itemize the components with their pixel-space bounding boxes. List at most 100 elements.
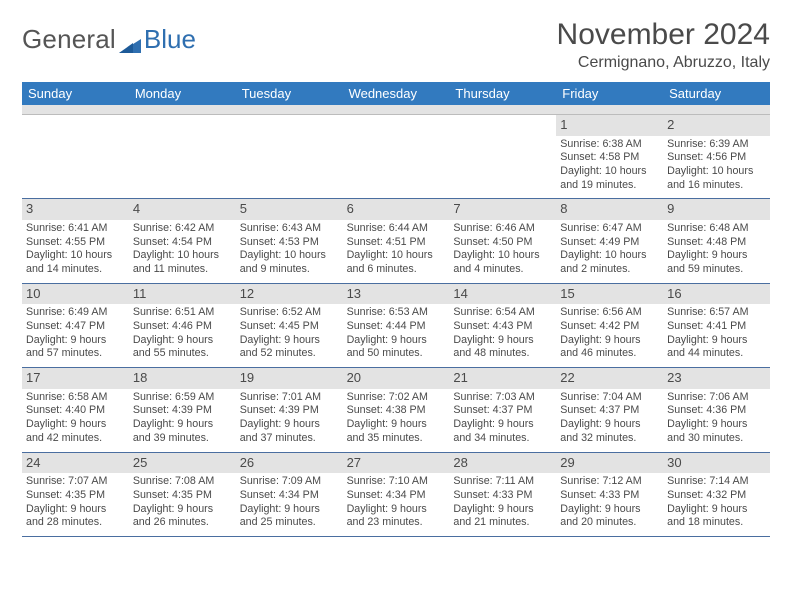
sunrise-line: Sunrise: 6:52 AM <box>240 306 339 320</box>
day-number: 12 <box>236 284 343 305</box>
day-cell: 9Sunrise: 6:48 AMSunset: 4:48 PMDaylight… <box>663 199 770 283</box>
sunset-line: Sunset: 4:33 PM <box>453 489 552 503</box>
daylight-line: Daylight: 9 hours and 50 minutes. <box>347 334 446 361</box>
day-number: 20 <box>343 368 450 389</box>
title-block: November 2024 Cermignano, Abruzzo, Italy <box>557 18 770 72</box>
day-number: 17 <box>22 368 129 389</box>
sunset-line: Sunset: 4:43 PM <box>453 320 552 334</box>
day-cell: 8Sunrise: 6:47 AMSunset: 4:49 PMDaylight… <box>556 199 663 283</box>
day-cell: 17 Sunrise: 6:58 AMSunset: 4:40 PMDayligh… <box>22 368 129 452</box>
day-number: 21 <box>449 368 556 389</box>
sunrise-line: Sunrise: 6:58 AM <box>26 391 125 405</box>
logo-text-blue: Blue <box>144 24 196 55</box>
daylight-line: Daylight: 9 hours and 42 minutes. <box>26 418 125 445</box>
day-cell: 4Sunrise: 6:42 AMSunset: 4:54 PMDaylight… <box>129 199 236 283</box>
sunset-line: Sunset: 4:49 PM <box>560 236 659 250</box>
header: General Blue November 2024 Cermignano, A… <box>22 18 770 72</box>
sunset-line: Sunset: 4:48 PM <box>667 236 766 250</box>
sunset-line: Sunset: 4:42 PM <box>560 320 659 334</box>
sunset-line: Sunset: 4:55 PM <box>26 236 125 250</box>
daylight-line: Daylight: 9 hours and 44 minutes. <box>667 334 766 361</box>
day-cell: 7Sunrise: 6:46 AMSunset: 4:50 PMDaylight… <box>449 199 556 283</box>
sunset-line: Sunset: 4:39 PM <box>133 404 232 418</box>
sunrise-line: Sunrise: 6:49 AM <box>26 306 125 320</box>
sunrise-line: Sunrise: 7:08 AM <box>133 475 232 489</box>
sunrise-line: Sunrise: 6:57 AM <box>667 306 766 320</box>
day-cell: 22Sunrise: 7:04 AMSunset: 4:37 PMDayligh… <box>556 368 663 452</box>
logo-text-general: General <box>22 24 116 55</box>
sunset-line: Sunset: 4:40 PM <box>26 404 125 418</box>
day-cell: 14Sunrise: 6:54 AMSunset: 4:43 PMDayligh… <box>449 284 556 368</box>
day-cell: 27Sunrise: 7:10 AMSunset: 4:34 PMDayligh… <box>343 453 450 537</box>
daylight-line: Daylight: 9 hours and 39 minutes. <box>133 418 232 445</box>
empty-cell <box>449 115 556 199</box>
day-number: 16 <box>663 284 770 305</box>
daylight-line: Daylight: 10 hours and 19 minutes. <box>560 165 659 192</box>
day-number: 11 <box>129 284 236 305</box>
sunrise-line: Sunrise: 7:07 AM <box>26 475 125 489</box>
sunrise-line: Sunrise: 7:02 AM <box>347 391 446 405</box>
sunset-line: Sunset: 4:34 PM <box>347 489 446 503</box>
day-cell: 23Sunrise: 7:06 AMSunset: 4:36 PMDayligh… <box>663 368 770 452</box>
daylight-line: Daylight: 10 hours and 14 minutes. <box>26 249 125 276</box>
day-number: 15 <box>556 284 663 305</box>
day-number: 27 <box>343 453 450 474</box>
sunrise-line: Sunrise: 6:51 AM <box>133 306 232 320</box>
sunrise-line: Sunrise: 6:38 AM <box>560 138 659 152</box>
daylight-line: Daylight: 9 hours and 55 minutes. <box>133 334 232 361</box>
daylight-line: Daylight: 9 hours and 59 minutes. <box>667 249 766 276</box>
sunrise-line: Sunrise: 7:10 AM <box>347 475 446 489</box>
empty-cell <box>22 115 129 199</box>
logo: General Blue <box>22 18 196 55</box>
sunrise-line: Sunrise: 6:47 AM <box>560 222 659 236</box>
day-cell: 11Sunrise: 6:51 AMSunset: 4:46 PMDayligh… <box>129 284 236 368</box>
day-number: 10 <box>22 284 129 305</box>
day-cell: 26Sunrise: 7:09 AMSunset: 4:34 PMDayligh… <box>236 453 343 537</box>
day-number: 13 <box>343 284 450 305</box>
day-cell: 16Sunrise: 6:57 AMSunset: 4:41 PMDayligh… <box>663 284 770 368</box>
day-number: 9 <box>663 199 770 220</box>
empty-cell <box>236 115 343 199</box>
week-row: 24Sunrise: 7:07 AM Sunset: 4:35 PM Dayligh… <box>22 453 770 537</box>
daylight-line: Daylight: 9 hours and 25 minutes. <box>240 503 339 530</box>
day-cell: 25Sunrise: 7:08 AMSunset: 4:35 PMDayligh… <box>129 453 236 537</box>
sunset-line: Sunset: 4:41 PM <box>667 320 766 334</box>
daylight-line: Daylight: 9 hours and 37 minutes. <box>240 418 339 445</box>
sunset-line: Sunset: 4:47 PM <box>26 320 125 334</box>
calendar-grid: SundayMondayTuesdayWednesdayThursdayFrid… <box>22 82 770 537</box>
day-cell: 28Sunrise: 7:11 AMSunset: 4:33 PMDayligh… <box>449 453 556 537</box>
day-cell: 15Sunrise: 6:56 AMSunset: 4:42 PMDayligh… <box>556 284 663 368</box>
sunset-line: Sunset: 4:35 PM <box>133 489 232 503</box>
sunrise-line: Sunrise: 6:56 AM <box>560 306 659 320</box>
sunrise-line: Sunrise: 6:59 AM <box>133 391 232 405</box>
sunrise-line: Sunrise: 7:06 AM <box>667 391 766 405</box>
location-subtitle: Cermignano, Abruzzo, Italy <box>557 54 770 72</box>
month-title: November 2024 <box>557 18 770 52</box>
day-cell: 5Sunrise: 6:43 AMSunset: 4:53 PMDaylight… <box>236 199 343 283</box>
day-cell: 2Sunrise: 6:39 AMSunset: 4:56 PMDaylight… <box>663 115 770 199</box>
daylight-line: Daylight: 10 hours and 11 minutes. <box>133 249 232 276</box>
dayname-cell: Wednesday <box>343 82 450 105</box>
sunrise-line: Sunrise: 7:12 AM <box>560 475 659 489</box>
daylight-line: Daylight: 9 hours and 46 minutes. <box>560 334 659 361</box>
sunrise-line: Sunrise: 6:43 AM <box>240 222 339 236</box>
sunrise-line: Sunrise: 7:04 AM <box>560 391 659 405</box>
day-cell: 12Sunrise: 6:52 AMSunset: 4:45 PMDayligh… <box>236 284 343 368</box>
day-number: 3 <box>22 199 129 220</box>
day-number: 24 <box>22 453 129 474</box>
day-cell: 29Sunrise: 7:12 AMSunset: 4:33 PMDayligh… <box>556 453 663 537</box>
sunset-line: Sunset: 4:46 PM <box>133 320 232 334</box>
daylight-line: Daylight: 9 hours and 23 minutes. <box>347 503 446 530</box>
dayname-cell: Sunday <box>22 82 129 105</box>
dayname-cell: Tuesday <box>236 82 343 105</box>
sunrise-line: Sunrise: 6:54 AM <box>453 306 552 320</box>
sunrise-line: Sunrise: 7:14 AM <box>667 475 766 489</box>
day-cell: 19Sunrise: 7:01 AMSunset: 4:39 PMDayligh… <box>236 368 343 452</box>
sunset-line: Sunset: 4:39 PM <box>240 404 339 418</box>
week-row: 10Sunrise: 6:49 AMSunset: 4:47 PM Dayligh… <box>22 284 770 368</box>
sunset-line: Sunset: 4:33 PM <box>560 489 659 503</box>
sunrise-line: Sunrise: 6:39 AM <box>667 138 766 152</box>
day-number: 14 <box>449 284 556 305</box>
sunrise-line: Sunrise: 7:03 AM <box>453 391 552 405</box>
dayname-cell: Monday <box>129 82 236 105</box>
